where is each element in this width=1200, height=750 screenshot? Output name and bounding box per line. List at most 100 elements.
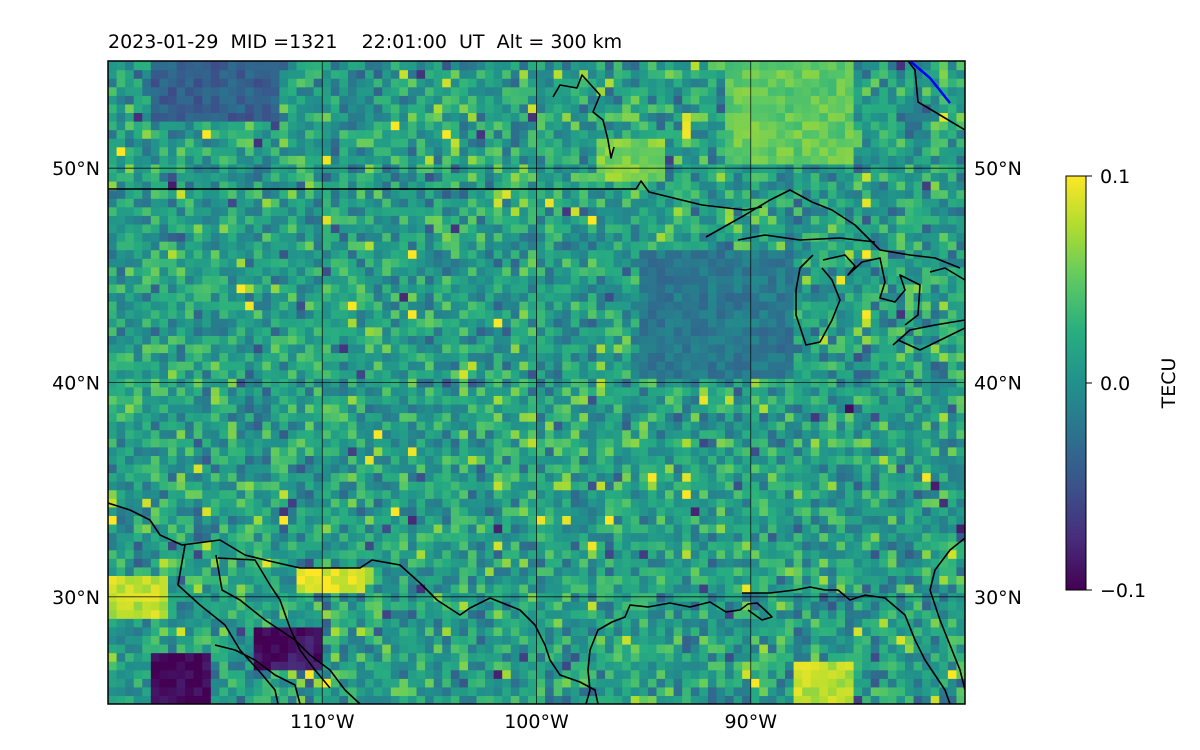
heatmap-cell bbox=[442, 301, 452, 311]
heatmap-cell bbox=[759, 429, 769, 439]
heatmap-cell bbox=[896, 421, 906, 431]
heatmap-cell bbox=[108, 575, 118, 585]
heatmap-cell bbox=[939, 601, 949, 611]
heatmap-cell bbox=[845, 669, 855, 679]
heatmap-cell bbox=[185, 652, 195, 662]
heatmap-cell bbox=[450, 618, 460, 628]
heatmap-cell bbox=[570, 695, 580, 704]
heatmap-cell bbox=[125, 506, 135, 516]
heatmap-cell bbox=[433, 661, 443, 671]
heatmap-cell bbox=[287, 352, 298, 362]
heatmap-cell bbox=[750, 361, 760, 371]
heatmap-cell bbox=[596, 429, 606, 439]
heatmap-cell bbox=[425, 343, 435, 354]
heatmap-cell bbox=[562, 386, 572, 396]
heatmap-cell bbox=[339, 558, 349, 568]
heatmap-cell bbox=[185, 626, 195, 637]
heatmap-cell bbox=[630, 446, 640, 456]
heatmap-cell bbox=[510, 643, 520, 654]
heatmap-cell bbox=[347, 515, 358, 525]
heatmap-cell bbox=[793, 301, 803, 311]
heatmap-cell bbox=[365, 523, 375, 534]
heatmap-cell bbox=[159, 643, 169, 654]
heatmap-cell bbox=[305, 395, 315, 405]
heatmap-cell bbox=[399, 523, 409, 534]
heatmap-cell bbox=[699, 283, 709, 294]
heatmap-cell bbox=[767, 352, 778, 362]
heatmap-cell bbox=[639, 395, 649, 405]
heatmap-cell bbox=[150, 326, 161, 336]
heatmap-cell bbox=[845, 541, 855, 551]
heatmap-cell bbox=[605, 669, 615, 679]
heatmap-cell bbox=[905, 446, 915, 456]
heatmap-cell bbox=[605, 541, 615, 551]
heatmap-cell bbox=[793, 532, 803, 542]
heatmap-cell bbox=[639, 695, 649, 704]
heatmap-cell bbox=[459, 669, 469, 679]
heatmap-cell bbox=[785, 575, 795, 585]
heatmap-cell bbox=[296, 489, 306, 499]
heatmap-cell bbox=[219, 678, 229, 688]
heatmap-cell bbox=[879, 498, 889, 508]
heatmap-cell bbox=[587, 318, 598, 328]
heatmap-cell bbox=[270, 361, 280, 371]
heatmap-cell bbox=[116, 283, 126, 294]
heatmap-cell bbox=[862, 583, 872, 594]
heatmap-cell bbox=[176, 618, 186, 628]
heatmap-cell bbox=[862, 421, 872, 431]
heatmap-cell bbox=[793, 678, 803, 688]
heatmap-cell bbox=[185, 403, 195, 414]
heatmap-cell bbox=[485, 678, 495, 688]
heatmap-cell bbox=[193, 429, 203, 439]
heatmap-cell bbox=[673, 489, 683, 499]
heatmap-cell bbox=[802, 438, 812, 448]
heatmap-cell bbox=[433, 301, 443, 311]
heatmap-cell bbox=[930, 455, 940, 465]
heatmap-cell bbox=[579, 678, 589, 688]
heatmap-cell bbox=[305, 318, 315, 328]
heatmap-cell bbox=[330, 343, 340, 354]
heatmap-cell bbox=[245, 429, 255, 439]
heatmap-cell bbox=[236, 463, 246, 474]
heatmap-cell bbox=[579, 361, 589, 371]
heatmap-cell bbox=[922, 678, 932, 688]
heatmap-cell bbox=[510, 343, 520, 354]
heatmap-cell bbox=[570, 283, 580, 294]
heatmap-cell bbox=[176, 635, 186, 645]
heatmap-cell bbox=[159, 686, 169, 697]
heatmap-cell bbox=[562, 326, 572, 336]
heatmap-cell bbox=[605, 292, 615, 302]
heatmap-cell bbox=[193, 686, 203, 697]
heatmap-cell bbox=[853, 686, 863, 697]
heatmap-cell bbox=[673, 498, 683, 508]
heatmap-cell bbox=[416, 455, 426, 465]
heatmap-cell bbox=[399, 669, 409, 679]
heatmap-cell bbox=[330, 335, 340, 345]
heatmap-cell bbox=[596, 412, 606, 422]
heatmap-cell bbox=[425, 463, 435, 474]
heatmap-cell bbox=[690, 549, 700, 559]
heatmap-cell bbox=[459, 481, 469, 491]
heatmap-cell bbox=[116, 635, 126, 645]
heatmap-cell bbox=[202, 532, 212, 542]
heatmap-cell bbox=[570, 669, 580, 679]
heatmap-cell bbox=[819, 558, 829, 568]
heatmap-cell bbox=[142, 429, 152, 439]
heatmap-cell bbox=[476, 472, 486, 482]
heatmap-cell bbox=[493, 652, 503, 662]
heatmap-cell bbox=[622, 669, 632, 679]
heatmap-cell bbox=[802, 635, 812, 645]
heatmap-cell bbox=[622, 421, 632, 431]
heatmap-cell bbox=[108, 498, 118, 508]
heatmap-cell bbox=[407, 575, 418, 585]
heatmap-cell bbox=[425, 455, 435, 465]
heatmap-cell bbox=[905, 352, 915, 362]
heatmap-cell bbox=[725, 532, 735, 542]
heatmap-cell bbox=[870, 283, 880, 294]
heatmap-cell bbox=[690, 635, 700, 645]
heatmap-cell bbox=[210, 438, 221, 448]
heatmap-cell bbox=[836, 532, 846, 542]
heatmap-cell bbox=[219, 489, 229, 499]
heatmap-cell bbox=[690, 558, 700, 568]
heatmap-cell bbox=[947, 481, 958, 491]
